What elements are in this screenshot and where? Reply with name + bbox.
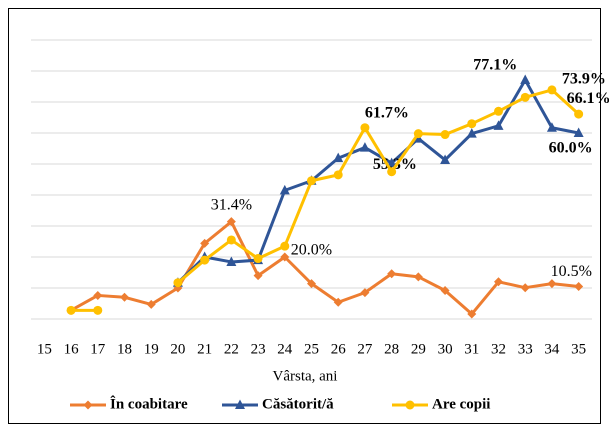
point-marker xyxy=(333,170,343,180)
point-marker xyxy=(574,109,584,119)
data-label: 60.0% xyxy=(549,140,593,157)
point-marker xyxy=(200,255,210,265)
point-marker xyxy=(467,119,477,129)
point-marker xyxy=(387,167,397,177)
point-marker xyxy=(413,129,423,139)
point-marker xyxy=(520,74,531,84)
point-marker xyxy=(360,123,370,133)
point-marker xyxy=(359,142,370,152)
x-tick-label: 27 xyxy=(357,341,373,357)
x-axis-label: Vârsta, ani xyxy=(273,368,338,384)
data-label: 73.9% xyxy=(562,71,606,88)
x-tick-label: 35 xyxy=(571,341,586,357)
point-marker xyxy=(120,292,129,302)
legend-label: Are copii xyxy=(432,396,490,412)
point-marker xyxy=(520,283,530,293)
x-tick-label: 31 xyxy=(464,341,479,357)
point-marker xyxy=(573,127,584,137)
x-tick-label: 32 xyxy=(491,341,506,357)
point-marker xyxy=(440,130,450,140)
point-marker xyxy=(547,85,557,95)
point-marker xyxy=(360,288,370,298)
x-tick-label: 16 xyxy=(64,341,80,357)
x-tick-label: 26 xyxy=(331,341,347,357)
point-marker xyxy=(520,92,530,102)
chart-frame xyxy=(8,8,601,424)
point-marker xyxy=(146,299,156,309)
series-line xyxy=(70,220,579,316)
legend-marker xyxy=(83,400,93,410)
x-tick-label: 19 xyxy=(144,341,159,357)
x-tick-label: 30 xyxy=(438,341,453,357)
point-marker xyxy=(226,256,237,266)
x-tick-label: 24 xyxy=(277,341,293,357)
point-marker xyxy=(279,184,290,195)
x-tick-label: 15 xyxy=(37,341,52,357)
x-tick-label: 29 xyxy=(411,341,426,357)
data-label: 61.7% xyxy=(365,104,409,121)
point-marker xyxy=(494,277,503,287)
point-marker xyxy=(494,106,503,116)
x-tick-label: 28 xyxy=(384,341,399,357)
point-marker xyxy=(280,241,290,251)
data-label: 20.0% xyxy=(291,242,332,259)
point-marker xyxy=(226,217,236,227)
point-marker xyxy=(333,297,343,307)
point-marker xyxy=(333,152,344,163)
point-marker xyxy=(93,290,103,300)
point-marker xyxy=(493,120,504,130)
point-marker xyxy=(466,128,477,138)
x-tick-label: 17 xyxy=(90,341,106,357)
x-tick-label: 18 xyxy=(117,341,132,357)
point-marker xyxy=(574,281,584,291)
point-marker xyxy=(200,238,210,248)
legend-marker xyxy=(405,400,415,410)
x-tick-label: 34 xyxy=(544,341,560,357)
x-tick-label: 33 xyxy=(518,341,533,357)
data-label: 66.1% xyxy=(567,90,609,107)
x-tick-label: 22 xyxy=(224,341,239,357)
point-marker xyxy=(386,157,397,168)
data-label: 10.5% xyxy=(551,263,592,280)
x-tick-label: 25 xyxy=(304,341,319,357)
data-label: 31.4% xyxy=(211,196,252,213)
point-marker xyxy=(93,305,103,315)
legend-label: Căsătorit/ă xyxy=(262,396,334,412)
point-marker xyxy=(253,254,263,264)
point-marker xyxy=(547,279,557,289)
point-marker xyxy=(280,252,290,262)
legend-marker xyxy=(235,399,245,409)
point-marker xyxy=(226,235,236,245)
point-marker xyxy=(307,176,316,186)
point-marker xyxy=(440,285,450,295)
legend-label: În coabitare xyxy=(110,395,188,412)
x-tick-label: 20 xyxy=(170,341,185,357)
data-label: 77.1% xyxy=(473,57,517,74)
point-marker xyxy=(546,122,557,132)
point-marker xyxy=(66,305,76,315)
point-marker xyxy=(387,269,397,279)
point-marker xyxy=(253,271,263,281)
x-tick-label: 23 xyxy=(251,341,266,357)
point-marker xyxy=(440,154,451,164)
point-marker xyxy=(307,279,316,289)
point-marker xyxy=(173,278,183,288)
point-marker xyxy=(467,309,477,319)
x-tick-label: 21 xyxy=(197,341,212,357)
point-marker xyxy=(413,272,423,282)
